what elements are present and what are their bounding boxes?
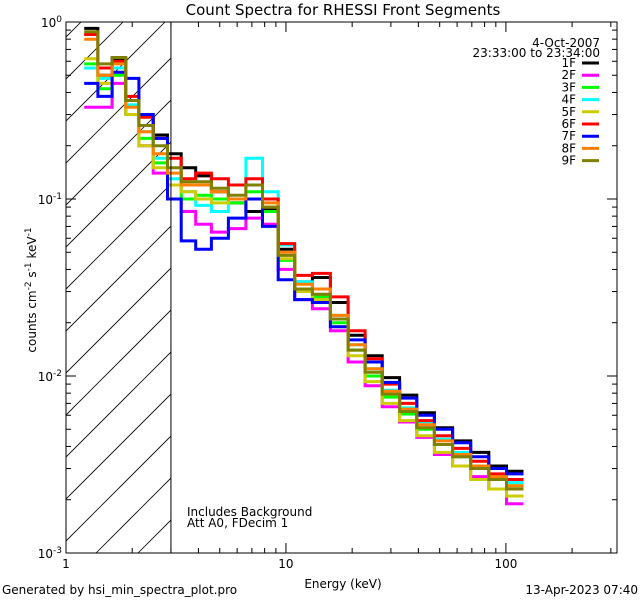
legend-label-3F: 3F [561,80,576,94]
time-range-label: 23:33:00 to 23:34:00 [473,46,600,60]
y-tick-label: 10-3 [38,546,62,561]
legend-label-1F: 1F [561,56,576,70]
series-line-1F [84,26,524,473]
background-note: Includes Background [187,505,312,519]
x-tick-label: 1 [62,557,70,571]
legend-label-8F: 8F [561,141,576,155]
date-label: 4-Oct-2007 [532,36,600,50]
chart-title: Count Spectra for RHESSI Front Segments [186,1,501,19]
legend-label-7F: 7F [561,129,576,143]
x-axis-label: Energy (keV) [304,577,381,591]
legend-label-6F: 6F [561,117,576,131]
y-tick-label: 10-1 [38,192,62,207]
footer-generator: Generated by hsi_min_spectra_plot.pro [2,583,237,597]
y-tick-label: 10-2 [38,369,62,384]
x-tick-label: 100 [494,557,517,571]
x-tick-label: 10 [278,557,293,571]
axes: 1 10 100 100 10-1 10-2 10-3 [38,15,617,571]
hatched-region [66,22,171,553]
legend-label-9F: 9F [561,154,576,168]
legend-label-4F: 4F [561,93,576,107]
series-line-7F [84,70,524,476]
footer-timestamp: 13-Apr-2023 07:40 [525,583,638,597]
series-line-9F [84,30,524,491]
legend-label-2F: 2F [561,68,576,82]
series-layer [84,26,524,506]
plot-frame [65,21,618,554]
attenuator-note: Att A0, FDecim 1 [187,516,288,530]
y-tick-label: 100 [41,15,62,30]
y-axis-label: counts cm-2 s-1 keV-1 [24,227,39,352]
legend-label-5F: 5F [561,105,576,119]
series-line-8F [84,37,524,488]
series-line-6F [84,33,524,481]
series-line-5F [84,57,524,498]
